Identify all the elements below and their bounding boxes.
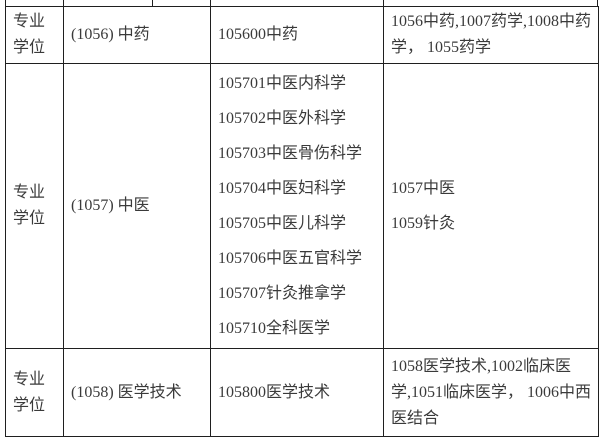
table-row-1057: 专业 学位 (1057) 中医 105701中医内科学 105702中医外科学 … — [5, 63, 599, 349]
border-stub — [63, 0, 64, 7]
category-cell: (1058) 医学技术 — [63, 348, 211, 437]
program-item: 105706中医五官科学 — [218, 249, 363, 267]
program-item: 105707针灸推拿学 — [218, 284, 347, 302]
degree-table: 专业 学位 (1056) 中药 105600中药 1056中药,1007药学,1… — [5, 6, 599, 437]
programs-cell: 105800医学技术 — [210, 348, 384, 437]
program-item: 105710全科医学 — [218, 319, 331, 337]
program-item: 105701中医内科学 — [218, 74, 347, 92]
border-stub — [152, 0, 153, 7]
program-item: 105702中医外科学 — [218, 109, 347, 127]
table-row-1056: 专业 学位 (1056) 中药 105600中药 1056中药,1007药学,1… — [5, 6, 599, 64]
programs-cell: 105600中药 — [210, 6, 384, 64]
eligible-majors-cell: 1058医学技术,1002临床医 学,1051临床医学， 1006中西 医结合 — [383, 348, 599, 437]
category-cell: (1057) 中医 — [63, 63, 211, 349]
border-stub — [383, 0, 384, 7]
program-item: 105703中医骨伤科学 — [218, 144, 363, 162]
eligible-majors-cell: 1056中药,1007药学,1008中药 学， 1055药学 — [383, 6, 599, 64]
program-item: 105704中医妇科学 — [218, 179, 347, 197]
degree-type-cell: 专业 学位 — [5, 6, 64, 64]
border-stub — [5, 0, 6, 7]
category-cell: (1056) 中药 — [63, 6, 211, 64]
eligible-majors-cell: 1057中医 1059针灸 — [383, 63, 599, 349]
degree-type-cell: 专业 学位 — [5, 63, 64, 349]
border-stub — [210, 0, 211, 7]
programs-cell: 105701中医内科学 105702中医外科学 105703中医骨伤科学 105… — [210, 63, 384, 349]
program-item: 105705中医儿科学 — [218, 214, 347, 232]
degree-type-cell: 专业 学位 — [5, 348, 64, 437]
border-stub — [597, 0, 598, 7]
table-row-1058: 专业 学位 (1058) 医学技术 105800医学技术 1058医学技术,10… — [5, 348, 599, 437]
